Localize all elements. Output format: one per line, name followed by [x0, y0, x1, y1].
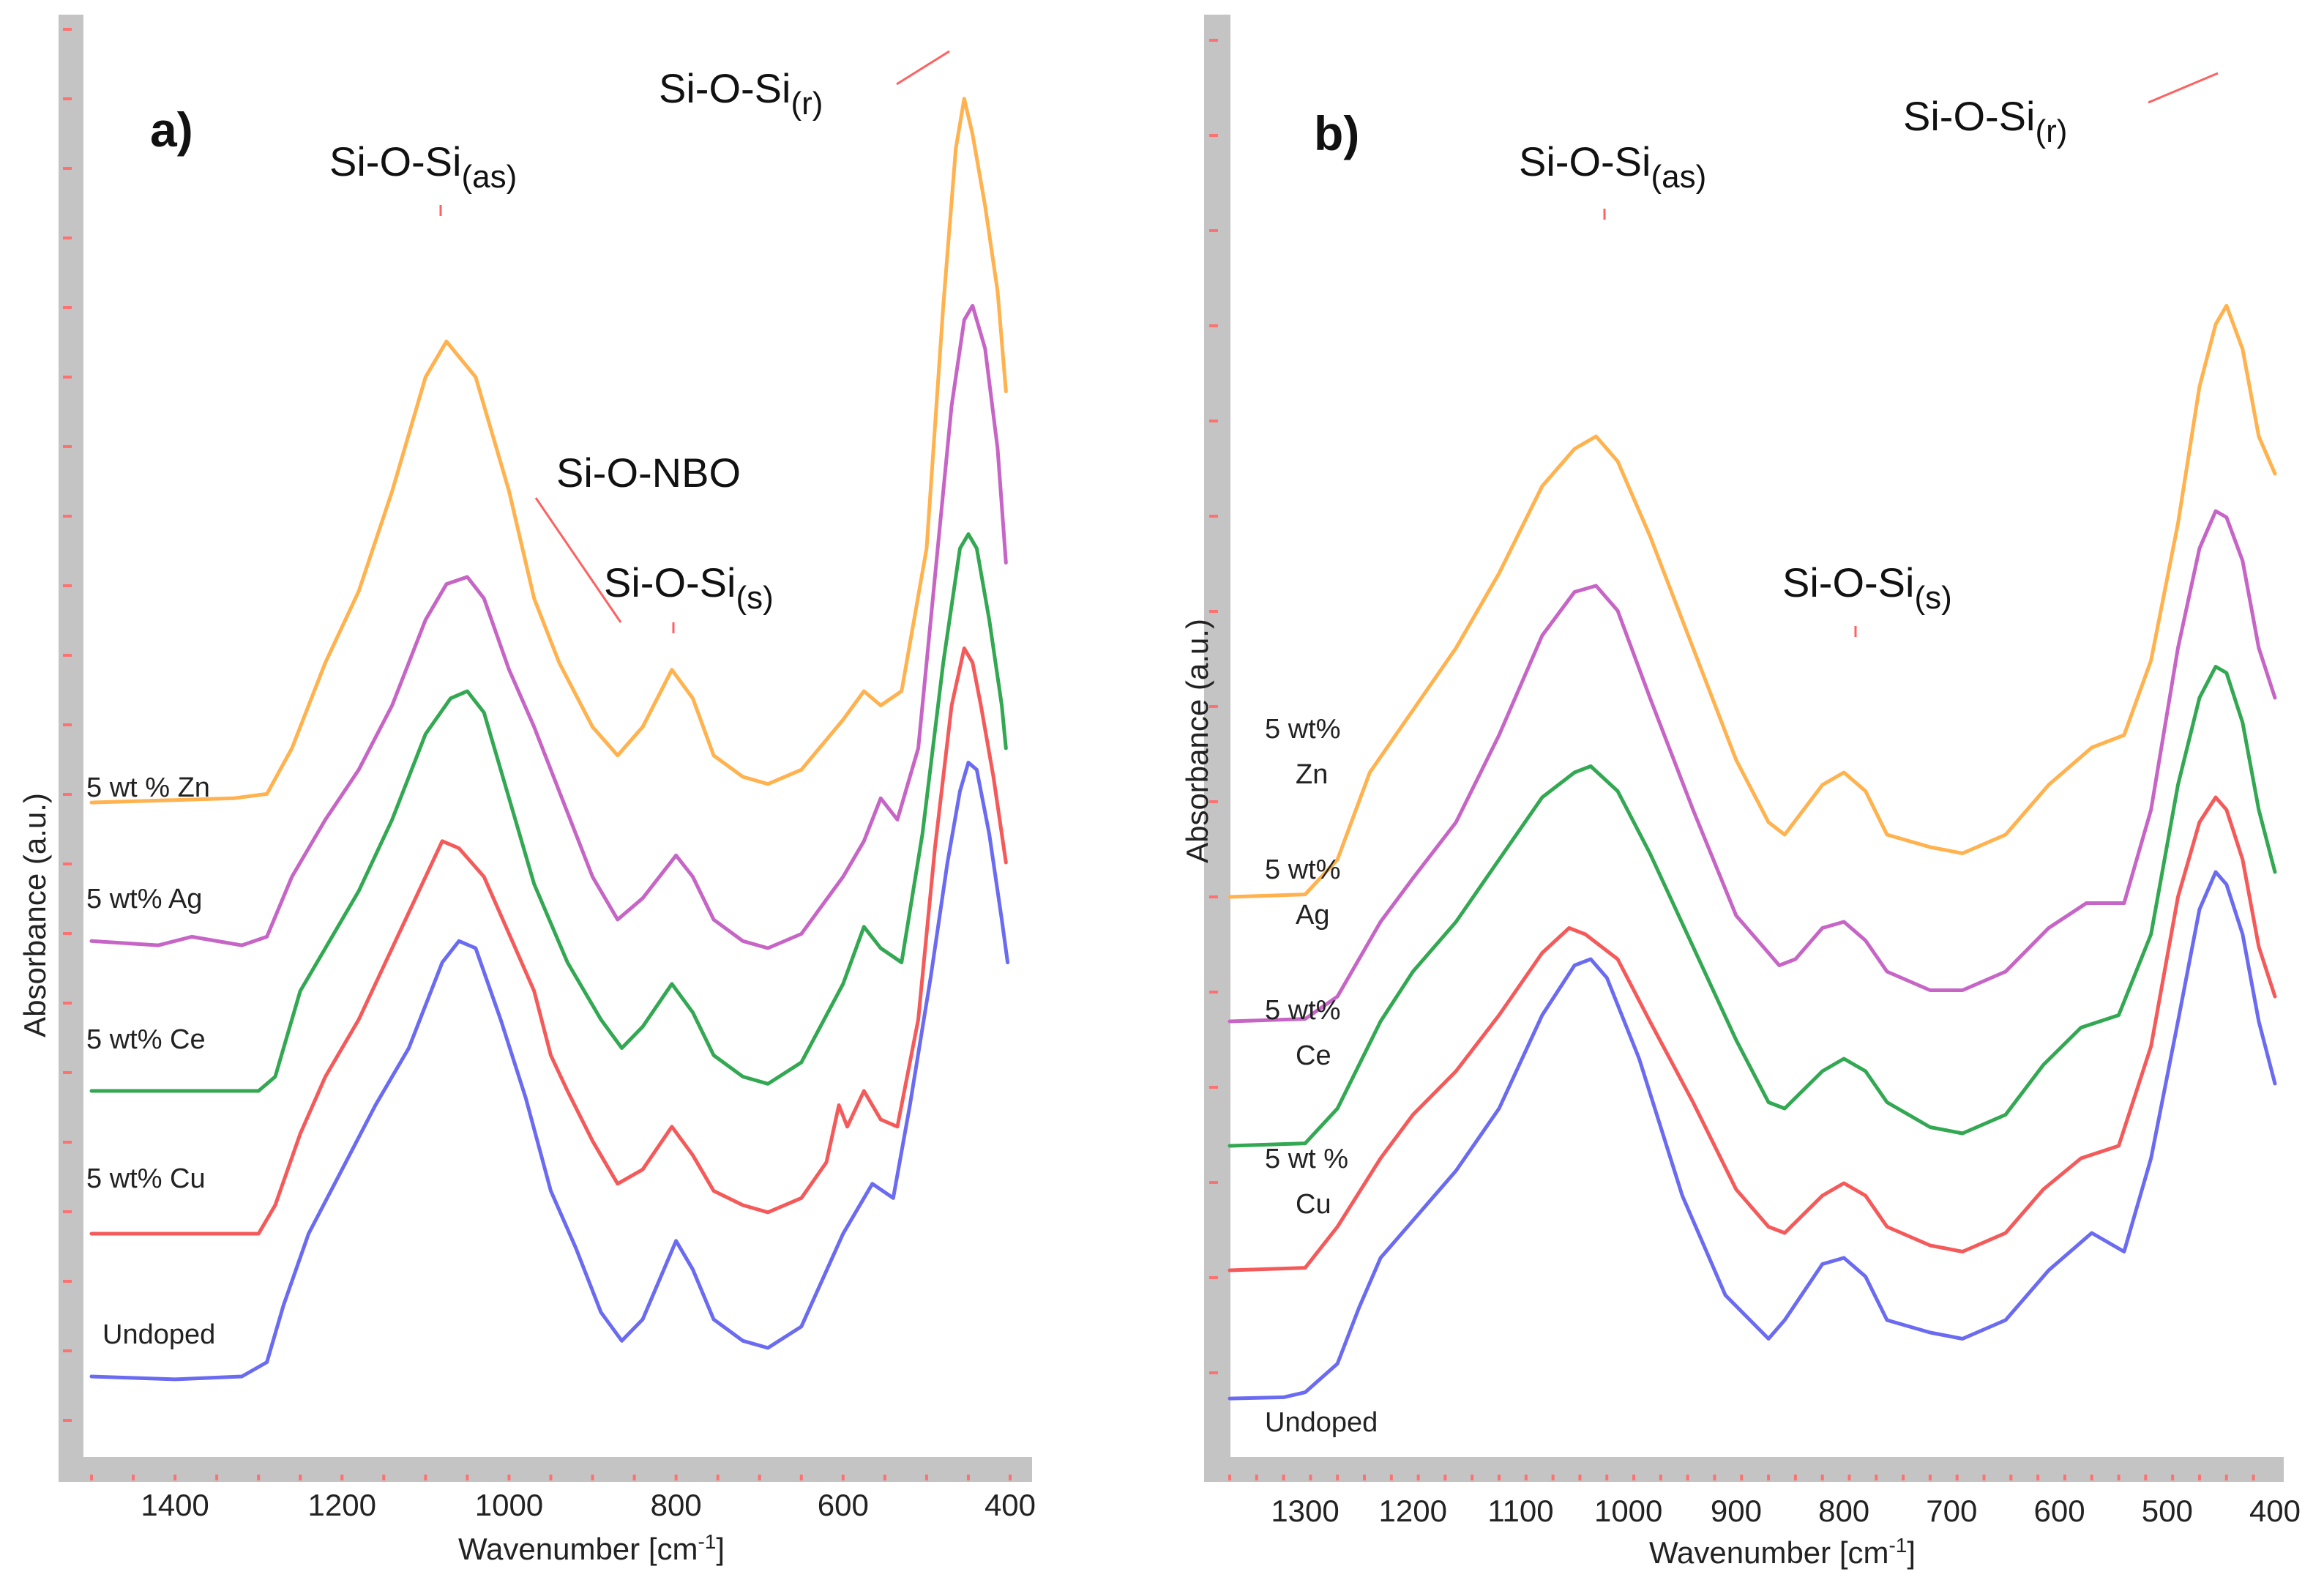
x-tick-label: 700	[1926, 1494, 1977, 1528]
x-tick-label: 600	[2034, 1494, 2085, 1528]
panel-b-x-ticks: 1300 1200 1100 1000 900 800 700 600 500 400	[1228, 1475, 2301, 1528]
x-tick-label: 1000	[1594, 1494, 1662, 1528]
x-tick-label: 800	[1818, 1494, 1869, 1528]
series-line-5-wt-ce	[89, 532, 1008, 1093]
series-label-line2: Ag	[1296, 900, 1329, 931]
series-line-5-wt-ce	[1228, 665, 2277, 1148]
panel-b: 1300 1200 1100 1000 900 800 700 600 500 400 5 wt%…	[1180, 15, 2301, 1570]
panel-a-series-labels: 5 wt % Zn 5 wt% Ag 5 wt% Ce 5 wt% Cu Undoped	[86, 772, 215, 1350]
panel-a-y-ticks	[63, 28, 72, 1422]
series-label: 5 wt %	[1265, 1144, 1348, 1174]
panel-b-label: b)	[1314, 106, 1359, 160]
peak-annotation: Si-O-Si(s)	[1782, 559, 1952, 616]
x-tick-label: 1200	[1379, 1494, 1447, 1528]
series-line-5-wt-cu	[89, 647, 1008, 1236]
annotation-leader-line	[534, 497, 622, 623]
series-label: 5 wt% Ag	[86, 884, 202, 914]
panel-a-y-axis-title: Absorbance (a.u.)	[18, 793, 52, 1037]
series-line-5-wt-zn	[1228, 304, 2277, 899]
x-tick-label: 1400	[141, 1488, 209, 1522]
annotation-leader-line	[2148, 72, 2219, 104]
x-tick-label: 1000	[475, 1488, 543, 1522]
panel-a-label: a)	[150, 103, 193, 157]
panel-a-x-axis-title: Wavenumber [cm-1]	[458, 1530, 725, 1567]
series-label: Undoped	[1265, 1407, 1378, 1438]
panel-b-annotations: Si-O-Si(as) Si-O-Si(s) Si-O-Si(r)	[1519, 72, 2219, 637]
peak-annotation: Si-O-Si(as)	[1519, 138, 1706, 195]
panel-a-y-axis-bar	[59, 15, 83, 1472]
series-line-5-wt-ag	[89, 304, 1008, 950]
panel-a-curves	[89, 97, 1010, 1382]
peak-annotation: Si-O-NBO	[556, 450, 741, 496]
panel-b-series-labels: 5 wt% Zn 5 wt% Ag 5 wt% Ce 5 wt % Cu Undoped	[1265, 714, 1378, 1438]
panel-b-y-axis-bar	[1204, 15, 1230, 1472]
annotation-leader-line	[896, 50, 950, 86]
panel-b-y-ticks	[1209, 39, 1218, 1374]
panel-a: 1400 1200 1000 800 600 400 5 wt % Zn5 wt% Ag5…	[18, 15, 1036, 1566]
x-tick-label: 600	[818, 1488, 869, 1522]
x-tick-label: 800	[651, 1488, 702, 1522]
series-label: Undoped	[102, 1319, 215, 1350]
series-line-5-wt-ag	[1228, 509, 2277, 1024]
x-tick-label: 1100	[1487, 1494, 1553, 1528]
series-label: 5 wt% Ce	[86, 1024, 206, 1055]
x-tick-label: 500	[2142, 1494, 2193, 1528]
panel-a-x-axis-bar	[59, 1457, 1032, 1482]
panel-b-curves	[1228, 304, 2277, 1401]
series-label: 5 wt% Cu	[86, 1163, 206, 1194]
series-label-line2: Cu	[1296, 1189, 1331, 1220]
panel-b-x-axis-title: Wavenumber [cm-1]	[1649, 1534, 1916, 1570]
series-label: 5 wt % Zn	[86, 772, 210, 803]
peak-annotation: Si-O-Si(as)	[329, 138, 517, 195]
series-line-5-wt-zn	[89, 97, 1008, 805]
series-line-undoped	[89, 761, 1010, 1382]
panel-b-y-axis-title: Absorbance (a.u.)	[1180, 619, 1214, 863]
panel-a-annotations: Si-O-Si(as) Si-O-NBO Si-O-Si(s) Si-O-Si(r)	[329, 50, 950, 633]
x-tick-label: 1300	[1271, 1494, 1339, 1528]
peak-annotation: Si-O-Si(r)	[1903, 93, 2067, 149]
series-label: 5 wt%	[1265, 714, 1340, 745]
series-line-undoped	[1228, 870, 2277, 1401]
panel-a-x-ticks: 1400 1200 1000 800 600 400	[90, 1475, 1036, 1522]
x-tick-label: 400	[2249, 1494, 2301, 1528]
x-tick-label: 900	[1711, 1494, 1762, 1528]
series-label-line2: Ce	[1296, 1040, 1331, 1071]
series-label: 5 wt%	[1265, 854, 1340, 885]
x-tick-label: 400	[984, 1488, 1036, 1522]
peak-annotation: Si-O-Si(r)	[659, 65, 823, 122]
peak-annotation: Si-O-Si(s)	[604, 559, 774, 616]
series-label: 5 wt%	[1265, 995, 1340, 1026]
panel-b-x-axis-bar	[1204, 1457, 2284, 1482]
x-tick-label: 1200	[308, 1488, 376, 1522]
series-line-5-wt-cu	[1228, 795, 2277, 1273]
series-label-line2: Zn	[1296, 759, 1328, 790]
